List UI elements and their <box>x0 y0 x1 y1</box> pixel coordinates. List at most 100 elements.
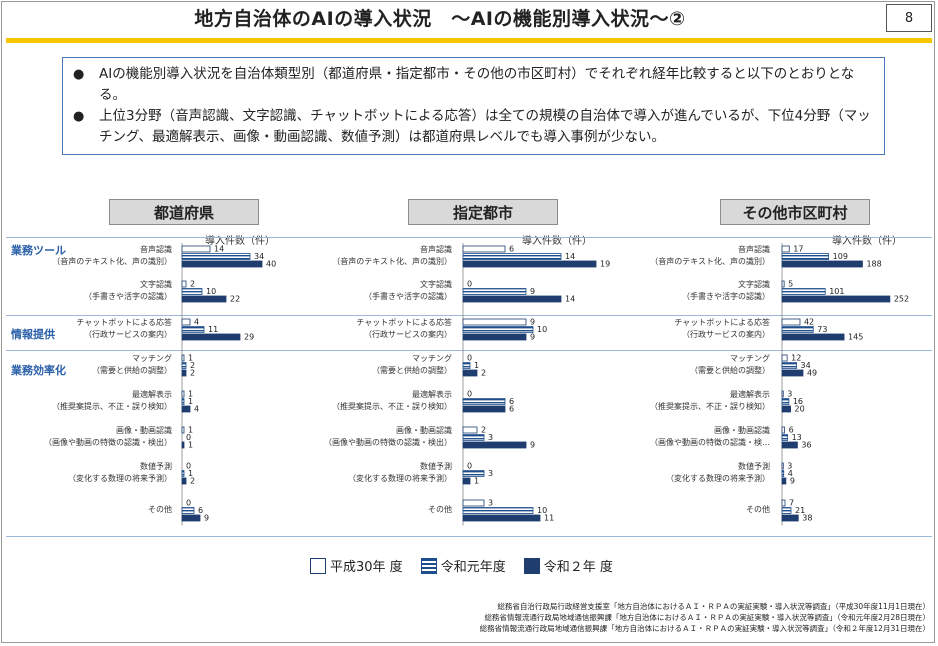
category-label-line: 数値予測 <box>738 462 770 472</box>
category-label-line: （画像や動画の特徴の認識・検出） <box>324 438 452 448</box>
bar-striped <box>181 362 187 369</box>
category-label: その他 <box>428 504 452 516</box>
bar-solid <box>781 260 863 268</box>
bar-striped <box>781 398 790 405</box>
bar-solid <box>462 405 506 413</box>
separator-line <box>6 237 932 238</box>
category-label-line: チャットボットによる応答 <box>674 318 770 328</box>
category-label-line: （手書きや活字の認識） <box>84 292 172 302</box>
bar-value-label: 2 <box>481 369 486 378</box>
bar-value-label: 19 <box>600 260 610 269</box>
summary-bullet: ● AIの機能別導入状況を自治体類型別（都道府県・指定都市・その他の市区町村）で… <box>73 64 874 106</box>
category-label-line: （音声のテキスト化、声の識別） <box>332 257 452 267</box>
bar-hollow <box>781 280 785 288</box>
bar-striped <box>181 253 251 260</box>
category-label-line: 音声認識 <box>738 245 770 255</box>
unit-label-1: 導入件数（件） <box>205 236 275 247</box>
category-label: チャットボットによる応答 （行政サービスの案内） <box>356 317 452 341</box>
category-label-line: （需要と供給の調整） <box>92 366 172 376</box>
bar-value-label: 11 <box>544 514 554 523</box>
bar-hollow <box>462 318 527 326</box>
bar-value-label: 2 <box>190 369 195 378</box>
separator-line <box>6 536 932 537</box>
bar-value-label: 3 <box>488 433 493 442</box>
unit-label-2: 導入件数（件） <box>522 236 592 247</box>
bar-value-label: 9 <box>530 287 535 296</box>
bar-solid <box>781 369 804 377</box>
category-label-line: マッチング <box>412 354 452 364</box>
group-label-efficiency: 業務効率化 <box>11 364 66 377</box>
category-label-line: 最適解表示 <box>730 390 770 400</box>
category-label: 数値予測 （変化する数理の将来予測） <box>666 461 770 485</box>
bar-striped <box>781 362 797 369</box>
bar-value-label: 11 <box>208 325 218 334</box>
bar-value-label: 1 <box>188 397 193 406</box>
bar-value-label: 16 <box>793 397 803 406</box>
bar-striped <box>181 470 185 477</box>
category-label-line: チャットボットによる応答 <box>76 318 172 328</box>
bar-striped <box>781 326 814 333</box>
bar-hollow <box>781 462 784 470</box>
bar-value-label: 1 <box>188 354 193 363</box>
bar-solid <box>462 477 471 485</box>
bar-value-label: 1 <box>188 426 193 435</box>
bar-solid <box>462 369 478 377</box>
bar-hollow <box>462 499 485 507</box>
bar-value-label: 1 <box>188 441 193 450</box>
bar-solid <box>181 405 191 413</box>
bar-solid <box>181 295 227 303</box>
bar-value-label: 6 <box>509 397 514 406</box>
bar-striped <box>781 470 785 477</box>
bar-value-label: 3 <box>488 469 493 478</box>
bar-striped <box>181 288 203 295</box>
bar-striped <box>781 288 826 295</box>
separator-line <box>6 350 932 351</box>
legend-item: 平成30年 度 <box>310 556 403 575</box>
bar-striped <box>781 507 792 514</box>
bar-hollow <box>781 318 801 326</box>
category-label: 文字認識 （手書きや活字の認識） <box>364 279 452 303</box>
category-label-line: 画像・動画認識 <box>396 426 452 436</box>
bar-value-label: 1 <box>474 361 479 370</box>
category-label-line: （行政サービスの案内） <box>84 330 172 340</box>
bar-striped <box>462 253 562 260</box>
legend-label: 令和元年度 <box>440 560 506 575</box>
bar-solid <box>462 441 527 449</box>
bar-striped <box>181 507 195 514</box>
bar-hollow <box>181 245 211 253</box>
category-label-line: （需要と供給の調整） <box>372 366 452 376</box>
summary-box: ● AIの機能別導入状況を自治体類型別（都道府県・指定都市・その他の市区町村）で… <box>62 57 885 155</box>
legend-item: 令和元年度 <box>420 556 506 575</box>
category-label: 数値予測 （変化する数理の将来予測） <box>348 461 452 485</box>
legend: 平成30年 度 令和元年度 令和２年 度 <box>310 556 631 575</box>
category-label-line: （画像や動画の特徴の認識・検出） <box>44 438 172 448</box>
bar-value-label: 40 <box>266 260 276 269</box>
category-label-line: （変化する数理の将来予測） <box>68 474 172 484</box>
bar-striped <box>781 253 830 260</box>
category-label-line: （音声のテキスト化、声の識別） <box>52 257 172 267</box>
bar-striped <box>462 362 471 369</box>
category-label-line: 最適解表示 <box>412 390 452 400</box>
bar-value-label: 0 <box>467 462 472 471</box>
bar-value-label: 10 <box>206 287 216 296</box>
bar-value-label: 7 <box>789 499 794 508</box>
bar-solid <box>781 441 798 449</box>
source-line: 総務省情報流通行政局地域通信振興課「地方自治体におけるＡＩ・ＲＰＡの実証実験・導… <box>484 613 930 622</box>
category-label-line: チャットボットによる応答 <box>356 318 452 328</box>
category-label-line: マッチング <box>132 354 172 364</box>
bar-hollow <box>781 426 785 434</box>
legend-swatch-striped <box>420 557 437 574</box>
bar-value-label: 73 <box>817 325 827 334</box>
summary-bullet: ● 上位3分野（音声認識、文字認識、チャットボットによる応答）は全ての規模の自治… <box>73 106 874 148</box>
summary-text-1: AIの機能別導入状況を自治体類型別（都道府県・指定都市・その他の市区町村）でそれ… <box>99 66 855 103</box>
bar-striped <box>181 326 205 333</box>
bar-value-label: 14 <box>565 295 575 304</box>
bar-value-label: 34 <box>254 252 264 261</box>
bar-value-label: 42 <box>804 318 814 327</box>
source-notes: 総務省自治行政局行政経営支援室「地方自治体におけるＡＩ・ＲＰＡの実証実験・導入状… <box>480 601 930 634</box>
bar-value-label: 4 <box>194 405 199 414</box>
bar-value-label: 252 <box>894 295 909 304</box>
bar-solid <box>462 295 562 303</box>
bar-hollow <box>181 426 185 434</box>
separator-line <box>6 315 932 316</box>
